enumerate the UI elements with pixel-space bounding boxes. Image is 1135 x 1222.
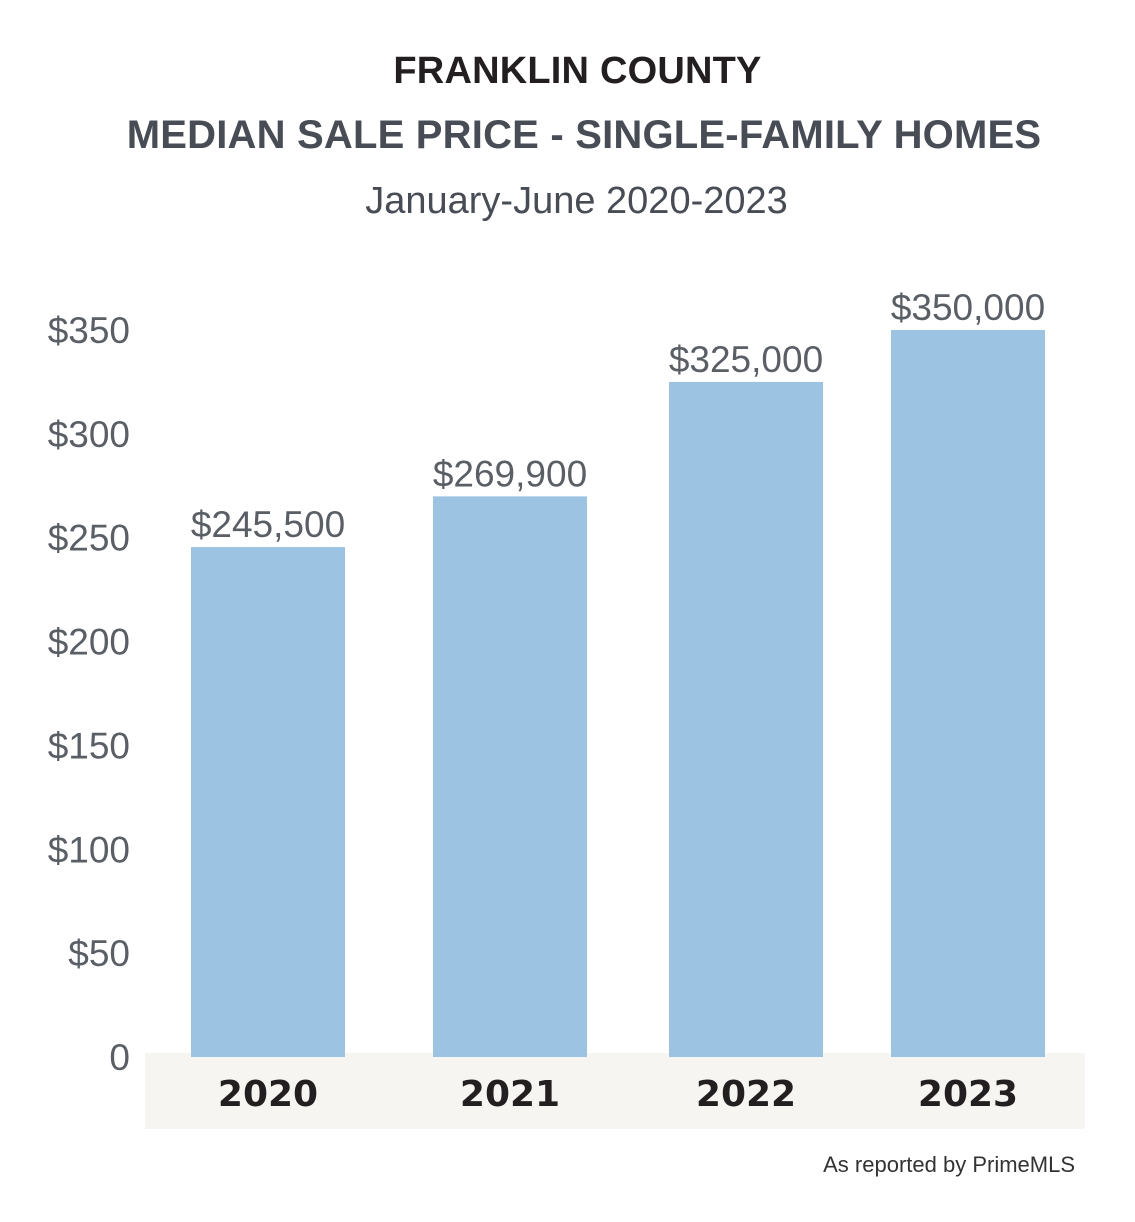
- y-tick-label: $150: [48, 725, 130, 766]
- y-tick-label: $350: [48, 310, 130, 351]
- x-tick-label-2023: 2023: [918, 1074, 1018, 1115]
- value-label-2022: $325,000: [669, 339, 823, 380]
- bar-2023: [891, 330, 1045, 1057]
- y-tick-label: 0: [109, 1037, 130, 1078]
- y-tick-label: $50: [68, 933, 130, 974]
- y-tick-label: $300: [48, 414, 130, 455]
- x-axis-band: [145, 1053, 1085, 1129]
- value-label-2020: $245,500: [191, 504, 345, 545]
- y-tick-label: $200: [48, 622, 130, 663]
- chart-period: January-June 2020-2023: [365, 180, 788, 222]
- chart-subtitle: MEDIAN SALE PRICE - SINGLE-FAMILY HOMES: [126, 113, 1042, 157]
- bar-2020: [191, 547, 345, 1057]
- y-tick-label: $100: [48, 829, 130, 870]
- value-label-2023: $350,000: [891, 287, 1045, 328]
- bar-2022: [669, 381, 823, 1057]
- x-tick-label-2022: 2022: [696, 1074, 796, 1115]
- y-tick-label: $250: [48, 518, 130, 559]
- source-note: As reported by PrimeMLS: [823, 1152, 1075, 1177]
- value-label-2021: $269,900: [433, 453, 587, 494]
- x-tick-label-2020: 2020: [218, 1074, 318, 1115]
- x-tick-label-2021: 2021: [460, 1074, 560, 1115]
- bar-2021: [433, 496, 587, 1057]
- chart-title: FRANKLIN COUNTY: [393, 50, 762, 92]
